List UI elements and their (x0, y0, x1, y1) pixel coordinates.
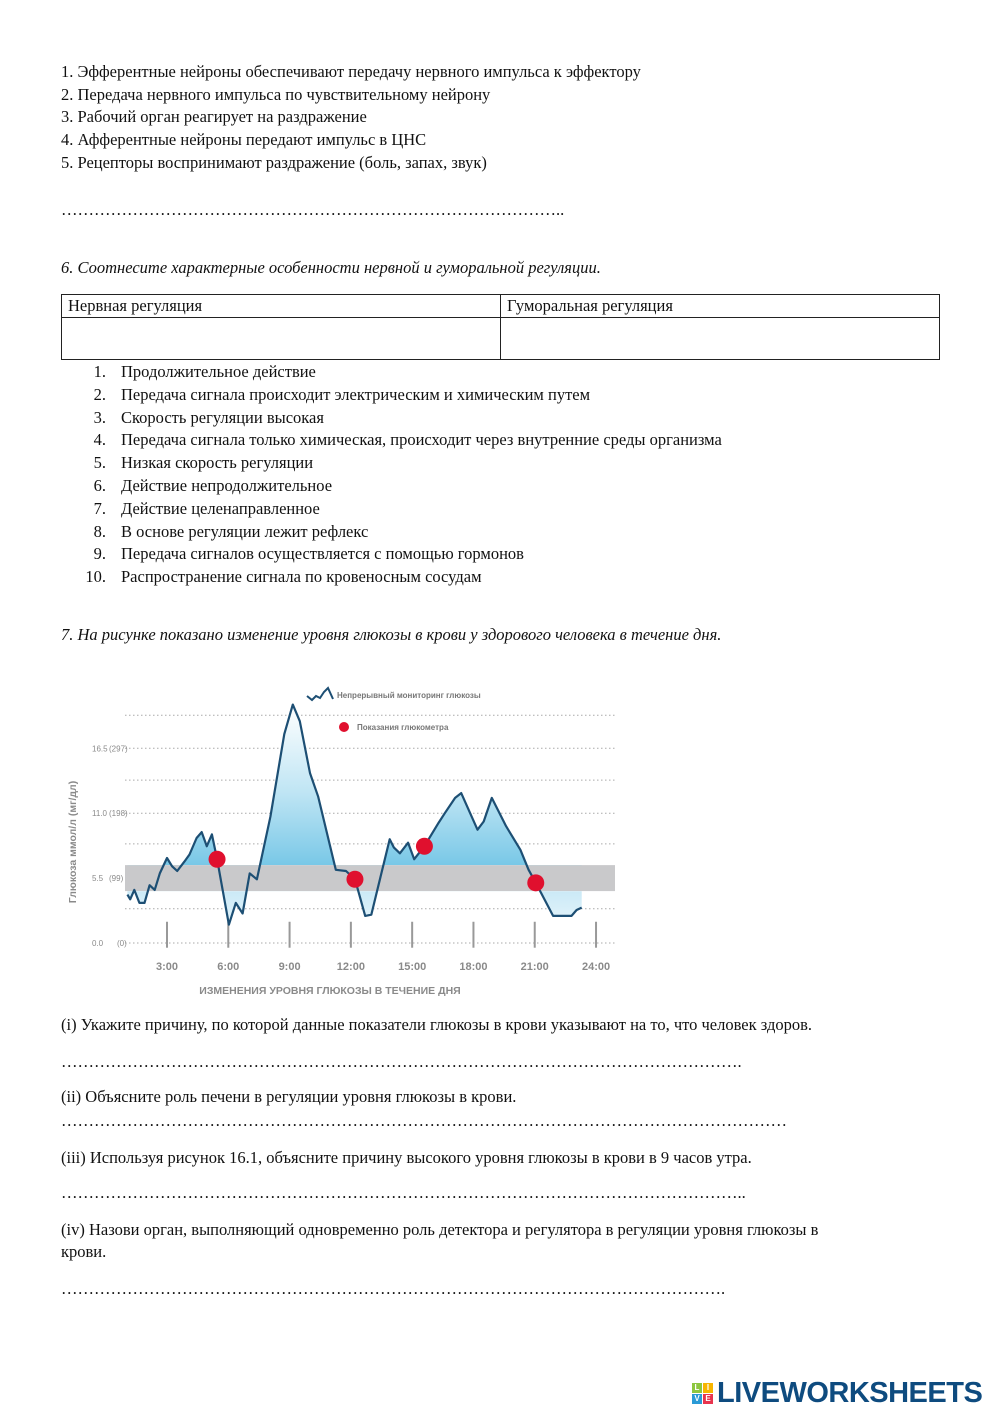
sequence-item: 3. Рабочий орган реагирует на раздражени… (61, 107, 367, 127)
x-tick-label: 18:00 (459, 961, 487, 973)
feature-text: Действие непродолжительное (121, 475, 333, 495)
feature-item[interactable]: 7. Действие целенаправленное (80, 498, 722, 521)
y-tick-label-mmol: 11.0 (92, 809, 108, 818)
feature-text: Передача сигнала происходит электрически… (121, 384, 591, 404)
cgm-line (126, 703, 583, 926)
legend-line-icon (306, 686, 334, 702)
question-iii: (iii) Используя рисунок 16.1, объясните … (61, 1148, 752, 1167)
legend-line-label: Непрерывный мониторинг глюкозы (337, 691, 481, 700)
feature-item[interactable]: 3. Скорость регуляции высокая (80, 407, 722, 430)
features-list: 1. Продолжительное действие 2. Передача сиг… (80, 361, 722, 589)
legend-dot-label: Показания глюкометра (357, 723, 449, 732)
feature-number: 9. (93, 544, 106, 564)
answer-line-iii[interactable]: …………………………………………………………………………………………………………… (61, 1183, 746, 1202)
answer-line-iv[interactable]: …………………………………………………………………………………………………………… (61, 1279, 726, 1298)
question-ii: (ii) Объясните роль печени в регуляции у… (61, 1087, 517, 1106)
feature-item[interactable]: 6. Действие непродолжительное (80, 475, 722, 498)
glucometer-reading (208, 850, 226, 868)
x-tick-label: 3:00 (156, 961, 178, 973)
feature-text: Низкая скорость регуляции (121, 453, 314, 473)
answer-line[interactable]: ……………………………………………………………………………….. (61, 200, 565, 219)
header-nervous: Нервная регуляция (61, 294, 501, 318)
glucometer-reading (527, 874, 545, 892)
feature-number: 8. (93, 521, 106, 541)
x-axis-title: ИЗМЕНЕНИЯ УРОВНЯ ГЛЮКОЗЫ В ТЕЧЕНИЕ ДНЯ (199, 985, 460, 997)
sequence-item: 1. Эфферентные нейроны обеспечивают пере… (61, 62, 641, 81)
y-tick-label-mg: (297) (109, 744, 128, 753)
answer-cell-humoral[interactable] (500, 317, 940, 360)
feature-number: 7. (93, 498, 106, 518)
feature-text: Распространение сигнала по кровеносным с… (121, 567, 482, 587)
feature-number: 3. (93, 407, 106, 427)
y-tick-label-mg: (99) (109, 874, 124, 883)
glucometer-reading (346, 870, 364, 888)
question-i: (i) Укажите причину, по которой данные п… (61, 1015, 813, 1034)
y-axis-title: Глюкоза ммол/л (мг/дл) (67, 781, 79, 903)
sequence-item: 2. Передача нервного импульса по чувстви… (61, 84, 491, 104)
x-tick-label: 6:00 (217, 961, 239, 973)
question-7-title: 7. На рисунке показано изменение уровня … (61, 625, 722, 644)
y-tick-label-mmol: 5.5 (92, 874, 104, 883)
x-tick-label: 9:00 (279, 961, 301, 973)
sequence-item: 4. Афферентные нейроны передают импульс … (61, 130, 427, 150)
feature-item[interactable]: 5. Низкая скорость регуляции (80, 452, 722, 475)
y-tick-label-mg: (0) (117, 939, 127, 948)
logo-text: LIVEWORKSHEETS (717, 1377, 983, 1409)
y-tick-label-mmol: 16.5 (92, 744, 108, 753)
feature-item[interactable]: 4. Передача сигнала только химическая, пр… (80, 429, 722, 452)
answer-line-ii[interactable]: …………………………………………………………………………………………………………… (61, 1111, 787, 1130)
feature-number: 6. (93, 475, 106, 495)
glucometer-reading (415, 837, 433, 855)
feature-number: 5. (93, 453, 106, 473)
x-tick-label: 21:00 (521, 961, 549, 973)
above-range-fill (163, 704, 527, 866)
glucose-chart: 3:00 6:00 9:00 12:00 15:00 18:00 21:00 24:00 0.0… (67, 686, 615, 997)
feature-text: Продолжительное действие (121, 362, 316, 381)
question-iv: (iv) Назови орган, выполняющий одновреме… (61, 1220, 819, 1239)
question-6-title: 6. Соотнесите характерные особенности не… (61, 258, 601, 277)
feature-text: Скорость регуляции высокая (121, 407, 324, 427)
feature-text: Передача сигнала только химическая, прои… (121, 430, 722, 450)
feature-number: 10. (85, 567, 106, 587)
x-tick-label: 15:00 (398, 961, 426, 973)
feature-text: Действие целенаправленное (121, 498, 320, 518)
question-iv-cont: крови. (61, 1242, 107, 1261)
answer-line-i[interactable]: …………………………………………………………………………………………………………… (61, 1052, 742, 1071)
y-tick-label-mmol: 0.0 (92, 939, 104, 948)
feature-text: Передача сигналов осуществляется с помощ… (121, 544, 524, 564)
feature-item[interactable]: 1. Продолжительное действие (80, 361, 722, 384)
x-tick-label: 12:00 (337, 961, 365, 973)
feature-text: В основе регуляции лежит рефлекс (121, 521, 369, 541)
header-humoral: Гуморальная регуляция (500, 294, 940, 318)
answer-cell-nervous[interactable] (61, 317, 501, 360)
below-range-fill (127, 891, 582, 925)
feature-item[interactable]: 9. Передача сигналов осуществляется с пом… (80, 543, 722, 566)
feature-item[interactable]: 2. Передача сигнала происходит электричес… (80, 384, 722, 407)
feature-item[interactable]: 8. В основе регуляции лежит рефлекс (80, 521, 722, 544)
matching-table: Нервная регуляция Гуморальная регуляция (61, 294, 940, 360)
legend-dot-icon (339, 722, 349, 732)
feature-item[interactable]: 10. Распространение сигнала по кровеносны… (80, 566, 722, 589)
feature-number: 4. (93, 430, 106, 450)
y-tick-label-mg: (198) (109, 809, 128, 818)
feature-number: 2. (93, 384, 106, 404)
x-tick-label: 24:00 (582, 961, 610, 973)
feature-number: 1. (93, 362, 106, 381)
sequence-list: 1. Эфферентные нейроны обеспечивают пере… (61, 61, 641, 175)
sequence-item: 5. Рецепторы воспринимают раздражение (б… (61, 152, 487, 172)
